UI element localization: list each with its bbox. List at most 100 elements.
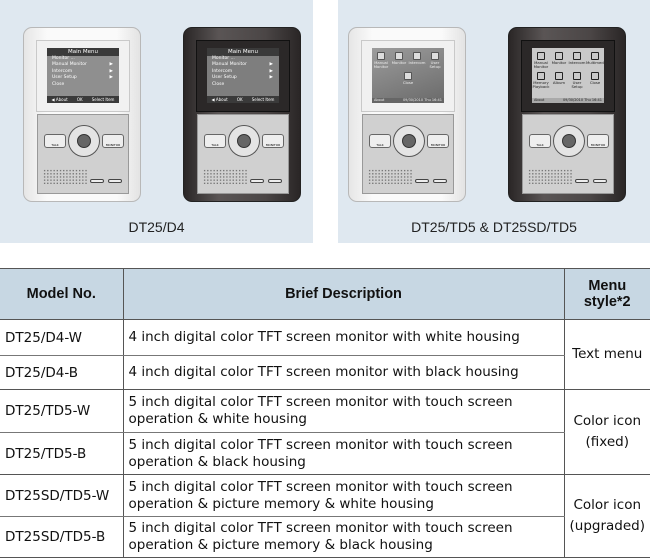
datetime: 09/30/2010 Thu 16:41 [562,98,602,102]
status-bar: About 09/30/2010 Thu 16:41 [532,98,604,103]
menu-button [237,134,251,148]
menu-footer: ◀ About OK Select Item [207,96,279,103]
dpad [553,125,585,157]
product-panel-td5: Manual Monitor Monitor Intercom User Setup C… [338,0,650,243]
description-cell: 4 inch digital color TFT screen monitor … [123,355,565,390]
footer-hint: Select Item [251,97,275,102]
menu-item-label: Intercom [212,68,233,74]
arrow-right-icon: ▶ [269,68,273,74]
app-icon [573,72,581,80]
description-cell: 4 inch digital color TFT screen monitor … [123,319,565,356]
menu-item: Monitor ... [207,56,279,62]
app-icon [377,52,385,60]
app-icon [431,52,439,60]
menu-item-label: User Setup [52,75,77,81]
header-model: Model No. [0,268,123,320]
monitor-black-d4: Main Menu Monitor ... Manual Monitor ▶ Inter… [183,27,301,202]
about-label: About [534,98,545,102]
menu-item: Intercom ▶ [47,69,119,75]
menu-icon-item: Monitor [550,52,568,69]
unlock-button [250,179,264,183]
menu-icon-label: Memory Playback [532,80,550,89]
monitor-black-td5sd: Manual MonitorMonitorIntercomMultimedia M… [508,27,626,202]
menu-icon-item: Memory Playback [532,72,550,89]
menu-item: Close [47,82,119,88]
footer-hint: Select Item [91,97,115,102]
table-row: DT25/TD5-B 5 inch digital color TFT scre… [0,432,650,475]
menu-item: Manual Monitor ▶ [47,62,119,68]
model-cell: DT25/D4-B [0,355,124,390]
header-menu-style: Menu style*2 [564,268,650,320]
monitor-button: MONITOR [587,134,609,148]
description-cell: 5 inch digital color TFT screen monitor … [123,516,565,558]
text-menu-screen: Main Menu Monitor ... Manual Monitor ▶ Inter… [47,48,119,103]
dpad [393,125,425,157]
menu-icon-item: Intercom [408,52,426,69]
footer-hint: OK [236,97,243,102]
menu-icon-label: Multimedia [586,60,604,65]
screen-bezel: Main Menu Monitor ... Manual Monitor ▶ Inter… [36,40,130,112]
app-icon [537,72,545,80]
menu-icon-label: Close [402,80,414,85]
menu-icon-label: Manual Monitor [373,60,389,69]
menu-icon-label: Intercom [408,60,426,65]
call-button [593,179,607,183]
arrow-right-icon: ▶ [109,75,113,81]
arrow-right-icon: ▶ [109,62,113,68]
app-icon [591,72,599,80]
screen-bezel: Manual Monitor Monitor Intercom User Setup C… [361,40,455,112]
menu-icon-label: Monitor [551,60,567,65]
menu-icon-label: Manual Monitor [533,60,549,69]
talk-button: TALK [529,134,551,148]
menu-item: User Setup ▶ [207,75,279,81]
control-panel: TALK MONITOR [37,114,129,194]
menu-item-label: Monitor ... [52,56,75,61]
arrow-right-icon: ▶ [269,75,273,81]
model-cell: DT25SD/TD5-B [0,516,124,558]
table-row: DT25/D4-B 4 inch digital color TFT scree… [0,355,650,390]
call-button [268,179,282,183]
app-icon [404,72,412,80]
description-cell: 5 inch digital color TFT screen monitor … [123,432,565,475]
menu-item: User Setup ▶ [47,75,119,81]
datetime: 09/30/2010 Thu 16:41 [402,98,442,102]
talk-button: TALK [369,134,391,148]
menu-style-cell: Color icon (upgraded) [564,474,650,558]
unlock-button [575,179,589,183]
text-menu-screen: Main Menu Monitor ... Manual Monitor ▶ Inter… [207,48,279,103]
call-button [108,179,122,183]
menu-item: Monitor ... [47,56,119,62]
app-icon [413,52,421,60]
menu-title: Main Menu [47,48,119,56]
menu-icon-item: Multimedia [586,52,604,69]
menu-item-label: Intercom [52,68,73,74]
menu-footer: ◀ About OK Select Item [47,96,119,103]
status-bar: About 09/30/2010 Thu 16:41 [372,98,444,103]
menu-button [562,134,576,148]
menu-icon-item: Manual Monitor [372,52,390,69]
speaker-grill [43,169,87,185]
talk-button: TALK [204,134,226,148]
model-cell: DT25/TD5-B [0,432,124,475]
monitor-button: MONITOR [427,134,449,148]
model-cell: DT25SD/TD5-W [0,474,124,517]
footer-hint: ◀ About [51,97,68,102]
monitor-white-td5: Manual Monitor Monitor Intercom User Setup C… [348,27,466,202]
monitor-button: MONITOR [262,134,284,148]
speaker-grill [528,169,572,185]
menu-style-cell: Color icon (fixed) [564,389,650,475]
menu-icon-item: Intercom [568,52,586,69]
menu-icon-label: Monitor [391,60,407,65]
menu-icon-item: Close [399,72,417,85]
menu-icon-item: User Setup [568,72,586,89]
screen-bezel: Main Menu Monitor ... Manual Monitor ▶ Inter… [196,40,290,112]
menu-button [77,134,91,148]
description-cell: 5 inch digital color TFT screen monitor … [123,389,565,433]
menu-icon-label: Album [552,80,566,85]
dpad [228,125,260,157]
footer-hint: OK [76,97,83,102]
monitor-button: MONITOR [102,134,124,148]
footer-hint: ◀ About [211,97,228,102]
menu-item: Manual Monitor ▶ [207,62,279,68]
app-icon [573,52,581,60]
